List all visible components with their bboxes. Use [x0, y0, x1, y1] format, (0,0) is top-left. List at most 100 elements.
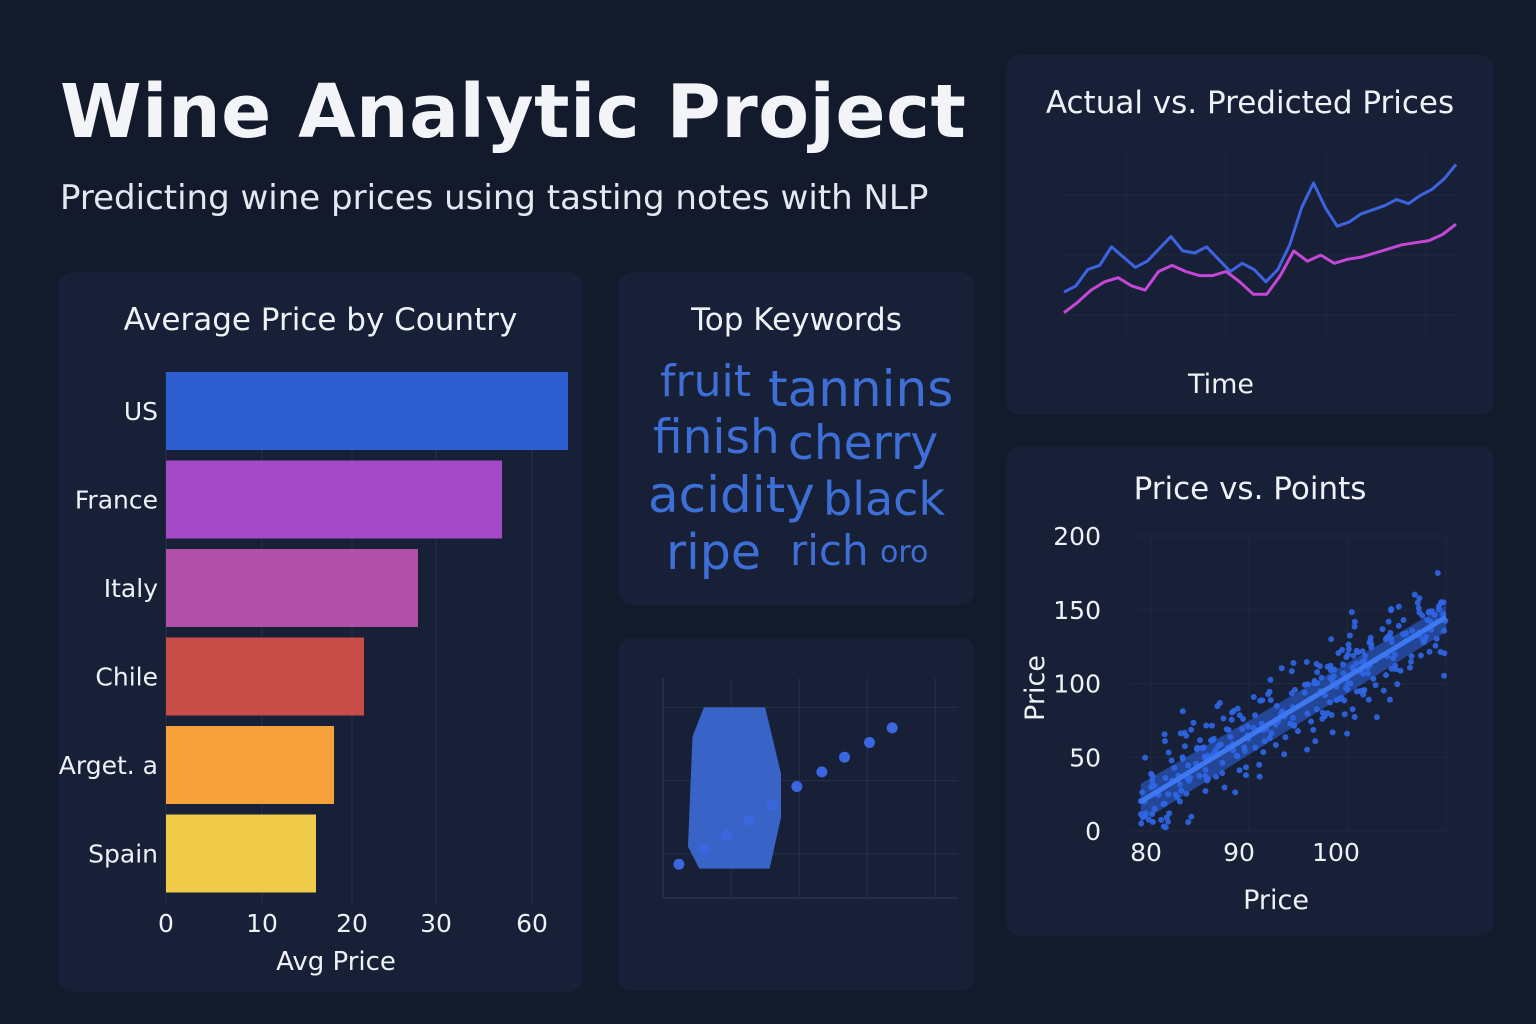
bar-chart-title: Average Price by Country: [123, 302, 518, 338]
scatter-y-axis-label: Price: [1020, 655, 1051, 721]
scatter-point: [1397, 667, 1404, 674]
scatter-point: [1351, 618, 1358, 625]
scatter-point: [1236, 712, 1243, 719]
area-point: [864, 737, 875, 749]
scatter-point: [1190, 719, 1197, 726]
area-point: [766, 800, 778, 812]
scatter-point: [1294, 728, 1301, 735]
scatter-trend-line: [1139, 614, 1448, 804]
scatter-point: [1349, 706, 1356, 713]
scatter-point: [1301, 681, 1308, 688]
scatter-point: [1214, 703, 1221, 710]
scatter-point: [1288, 668, 1295, 675]
scatter-point: [1179, 708, 1186, 715]
bar-category-label: Italy: [104, 574, 158, 603]
bar-x-tick-label: 20: [336, 909, 368, 938]
keywords-title: Top Keywords: [691, 302, 902, 338]
scatter-point: [1304, 746, 1311, 753]
scatter-point: [1400, 617, 1407, 623]
area-point: [791, 781, 803, 793]
bar-chart-panel: Average Price by Country 0 10 20 30 60 US Fran…: [58, 272, 583, 992]
bar-category-label: Chile: [95, 663, 158, 692]
bar-x-axis-label: Avg Price: [276, 947, 396, 977]
scatter-point: [1161, 731, 1168, 738]
scatter-point: [1310, 726, 1317, 733]
scatter-point: [1407, 664, 1413, 671]
scatter-point: [1348, 609, 1355, 616]
keyword-oro: oro: [880, 535, 929, 570]
scatter-point: [1415, 605, 1422, 611]
scatter-point: [1181, 743, 1188, 750]
scatter-point: [1388, 606, 1395, 612]
scatter-point: [1425, 609, 1432, 616]
scatter-point: [1236, 767, 1243, 774]
bar-1: [166, 460, 502, 539]
page-title: Wine Analytic Project: [60, 69, 967, 155]
scatter-point: [1434, 570, 1441, 576]
scatter-point: [1177, 798, 1183, 805]
scatter-point: [1250, 694, 1257, 700]
scatter-point: [1408, 658, 1414, 665]
area-point: [816, 766, 828, 778]
scatter-point: [1314, 669, 1321, 676]
scatter-point: [1181, 729, 1188, 736]
scatter-point: [1267, 697, 1274, 704]
bar-0: [166, 372, 568, 450]
keywords-panel: Top Keywords fruit tannins finish cherry aci…: [618, 272, 975, 605]
scatter-point: [1411, 591, 1418, 598]
scatter-point: [1256, 761, 1263, 768]
scatter-point: [1329, 729, 1336, 736]
scatter-point: [1232, 789, 1239, 796]
scatter-point: [1383, 672, 1389, 679]
scatter-point: [1441, 650, 1448, 657]
scatter-point: [1202, 788, 1209, 794]
scatter-point: [1373, 714, 1380, 721]
keyword-black: black: [823, 472, 946, 526]
line-chart-panel: Actual vs. Predicted Prices Time: [1006, 55, 1494, 415]
keyword-ripe: ripe: [666, 524, 762, 581]
scatter-point: [1392, 666, 1399, 673]
scatter-point: [1221, 784, 1228, 791]
scatter-point: [1388, 665, 1395, 672]
scatter-point: [1328, 636, 1335, 643]
keyword-rich: rich: [790, 526, 869, 575]
scatter-point: [1142, 754, 1149, 761]
scatter-point: [1385, 618, 1392, 625]
scatter-point: [1278, 665, 1285, 672]
scatter-point: [1260, 749, 1267, 756]
scatter-point: [1440, 599, 1447, 606]
scatter-point: [1160, 823, 1167, 830]
scatter-x-tick-label: 80: [1130, 838, 1162, 867]
scatter-panel: Price vs. Points 0 50 100 150 200 80 90 100 Pric…: [1006, 446, 1494, 936]
keyword-tannins: tannins: [768, 360, 954, 418]
scatter-point: [1220, 715, 1227, 722]
area-point: [721, 829, 733, 841]
scatter-point: [1365, 696, 1372, 703]
scatter-point: [1395, 603, 1402, 610]
scatter-point: [1166, 810, 1173, 817]
scatter-point: [1372, 682, 1379, 689]
scatter-point: [1435, 603, 1442, 610]
scatter-point: [1345, 646, 1352, 652]
bar-x-tick-label: 60: [516, 909, 548, 938]
scatter-point: [1344, 730, 1351, 737]
keyword-fruit: fruit: [660, 356, 751, 407]
bar-x-tick-label: 0: [158, 909, 174, 938]
scatter-title: Price vs. Points: [1133, 471, 1367, 507]
scatter-point: [1290, 660, 1297, 666]
page-subtitle: Predicting wine prices using tasting not…: [60, 178, 929, 218]
bar-5: [166, 814, 316, 893]
scatter-point: [1324, 710, 1331, 717]
scatter-point: [1386, 696, 1393, 703]
scatter-point: [1267, 676, 1274, 683]
line-series-1: [1063, 223, 1457, 314]
scatter-point: [1223, 726, 1230, 733]
scatter-point: [1319, 715, 1326, 722]
scatter-point: [1243, 772, 1249, 779]
bar-x-tick-label: 10: [246, 909, 278, 938]
bar-category-label: US: [124, 397, 158, 426]
scatter-point: [1165, 818, 1171, 825]
scatter-point: [1281, 751, 1288, 758]
scatter-point: [1432, 642, 1439, 649]
scatter-point: [1387, 629, 1394, 636]
